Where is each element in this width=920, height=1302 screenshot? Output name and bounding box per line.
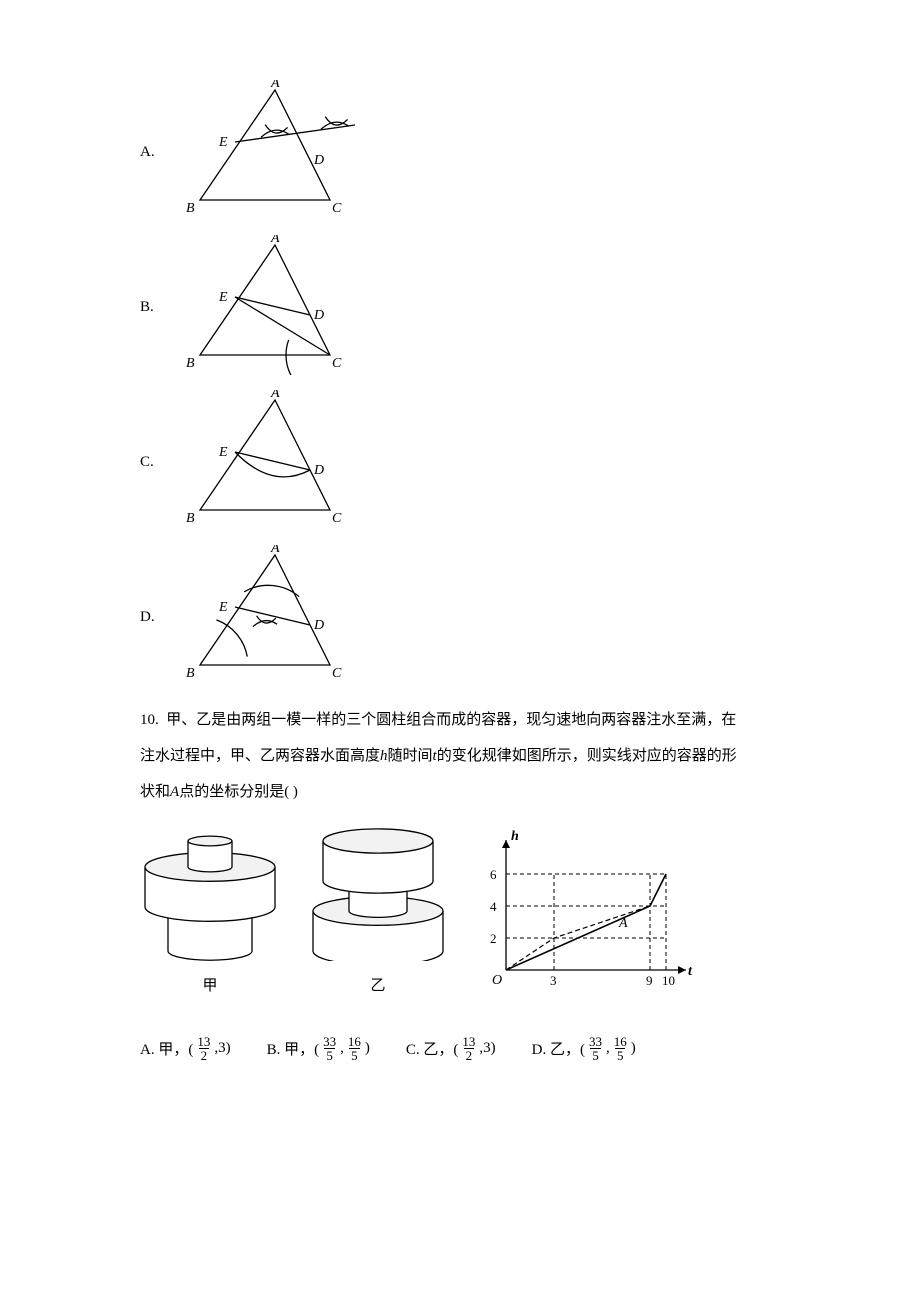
frac-B1: 335 xyxy=(321,1035,338,1062)
svg-text:A: A xyxy=(270,80,280,91)
choice-D-suffix: ) xyxy=(631,1040,636,1057)
svg-text:E: E xyxy=(218,290,228,305)
svg-text:B: B xyxy=(186,356,195,371)
q10-text: 10. 甲、乙是由两组一模一样的三个圆柱组合而成的容器，现匀速地向两容器注水至满… xyxy=(140,702,800,810)
svg-text:D: D xyxy=(313,153,324,168)
opt-C-label: C. xyxy=(140,454,180,471)
svg-text:E: E xyxy=(218,135,228,150)
geo-option-C: C. A B C E D xyxy=(140,390,800,535)
choice-C-mid: ,3) xyxy=(479,1040,495,1057)
choice-D-prefix: D. 乙，( xyxy=(532,1038,585,1059)
opt-A-figure: A B C E D xyxy=(180,80,375,225)
svg-text:E: E xyxy=(218,445,228,460)
svg-text:D: D xyxy=(313,308,324,323)
q10-line2a: 注水过程中，甲、乙两容器水面高度 xyxy=(140,748,380,764)
svg-text:B: B xyxy=(186,511,195,526)
svg-text:h: h xyxy=(511,829,519,844)
container-yi: 乙 xyxy=(308,821,448,995)
graph: h t O 2 4 6 3 9 10 A xyxy=(476,820,696,995)
container-jia: 甲 xyxy=(140,821,280,995)
choice-A-mid: ,3) xyxy=(214,1040,230,1057)
opt-B-label: B. xyxy=(140,299,180,316)
frac-A1: 132 xyxy=(195,1035,212,1062)
svg-text:2: 2 xyxy=(490,931,497,946)
svg-text:O: O xyxy=(492,973,502,988)
q10-number: 10. xyxy=(140,712,159,728)
svg-text:t: t xyxy=(688,964,693,979)
opt-C-figure: A B C E D xyxy=(180,390,375,535)
svg-text:C: C xyxy=(332,666,342,681)
svg-text:3: 3 xyxy=(550,973,557,988)
svg-text:D: D xyxy=(313,463,324,478)
geo-option-B: B. A B C E D xyxy=(140,235,800,380)
svg-text:A: A xyxy=(618,916,628,931)
frac-D2: 165 xyxy=(612,1035,629,1062)
svg-text:A: A xyxy=(270,390,280,401)
choice-B-suffix: ) xyxy=(365,1040,370,1057)
svg-text:C: C xyxy=(332,356,342,371)
choice-B: B. 甲，( 335 , 165 ) xyxy=(267,1035,370,1062)
q10-line2b: 随时间 xyxy=(388,748,433,764)
q10-line2c: 的变化规律如图所示，则实线对应的容器的形 xyxy=(437,748,737,764)
frac-B2: 165 xyxy=(346,1035,363,1062)
choice-C-prefix: C. 乙，( xyxy=(406,1038,459,1059)
choice-B-prefix: B. 甲，( xyxy=(267,1038,320,1059)
jia-label: 甲 xyxy=(140,974,280,995)
svg-text:B: B xyxy=(186,666,195,681)
svg-text:A: A xyxy=(270,545,280,556)
frac-D1: 335 xyxy=(587,1035,604,1062)
q10-line3b: 点的坐标分别是( ) xyxy=(179,784,298,800)
geo-option-A: A. A B C E D xyxy=(140,80,800,225)
frac-C1: 132 xyxy=(460,1035,477,1062)
opt-B-figure: A B C E D xyxy=(180,235,375,380)
svg-text:4: 4 xyxy=(490,899,497,914)
choice-B-mid: , xyxy=(340,1040,344,1057)
q10-line1: 甲、乙是由两组一模一样的三个圆柱组合而成的容器，现匀速地向两容器注水至满，在 xyxy=(166,712,736,728)
opt-A-label: A. xyxy=(140,144,180,161)
svg-text:C: C xyxy=(332,511,342,526)
page: A. A B C E D B. A B C E D C. A B C E D D. A B C E D 10. … xyxy=(0,0,920,1142)
choice-A-prefix: A. 甲，( xyxy=(140,1038,193,1059)
geo-option-D: D. A B C E D xyxy=(140,545,800,690)
opt-D-figure: A B C E D xyxy=(180,545,375,690)
choice-D: D. 乙，( 335 , 165 ) xyxy=(532,1035,636,1062)
q10-h: h xyxy=(380,748,388,764)
choices: A. 甲，( 132 ,3) B. 甲，( 335 , 165 ) C. 乙，(… xyxy=(140,1035,800,1062)
q10-A: A xyxy=(170,784,179,800)
svg-text:A: A xyxy=(270,235,280,246)
opt-D-label: D. xyxy=(140,609,180,626)
figures-row: 甲 乙 h t O 2 4 6 3 9 10 A xyxy=(140,820,800,995)
choice-A: A. 甲，( 132 ,3) xyxy=(140,1035,231,1062)
svg-text:6: 6 xyxy=(490,867,497,882)
svg-text:9: 9 xyxy=(646,973,653,988)
svg-text:B: B xyxy=(186,201,195,216)
svg-text:D: D xyxy=(313,618,324,633)
choice-D-mid: , xyxy=(606,1040,610,1057)
q10-line3a: 状和 xyxy=(140,784,170,800)
svg-text:C: C xyxy=(332,201,342,216)
yi-label: 乙 xyxy=(308,974,448,995)
svg-text:10: 10 xyxy=(662,973,675,988)
svg-text:E: E xyxy=(218,600,228,615)
choice-C: C. 乙，( 132 ,3) xyxy=(406,1035,496,1062)
